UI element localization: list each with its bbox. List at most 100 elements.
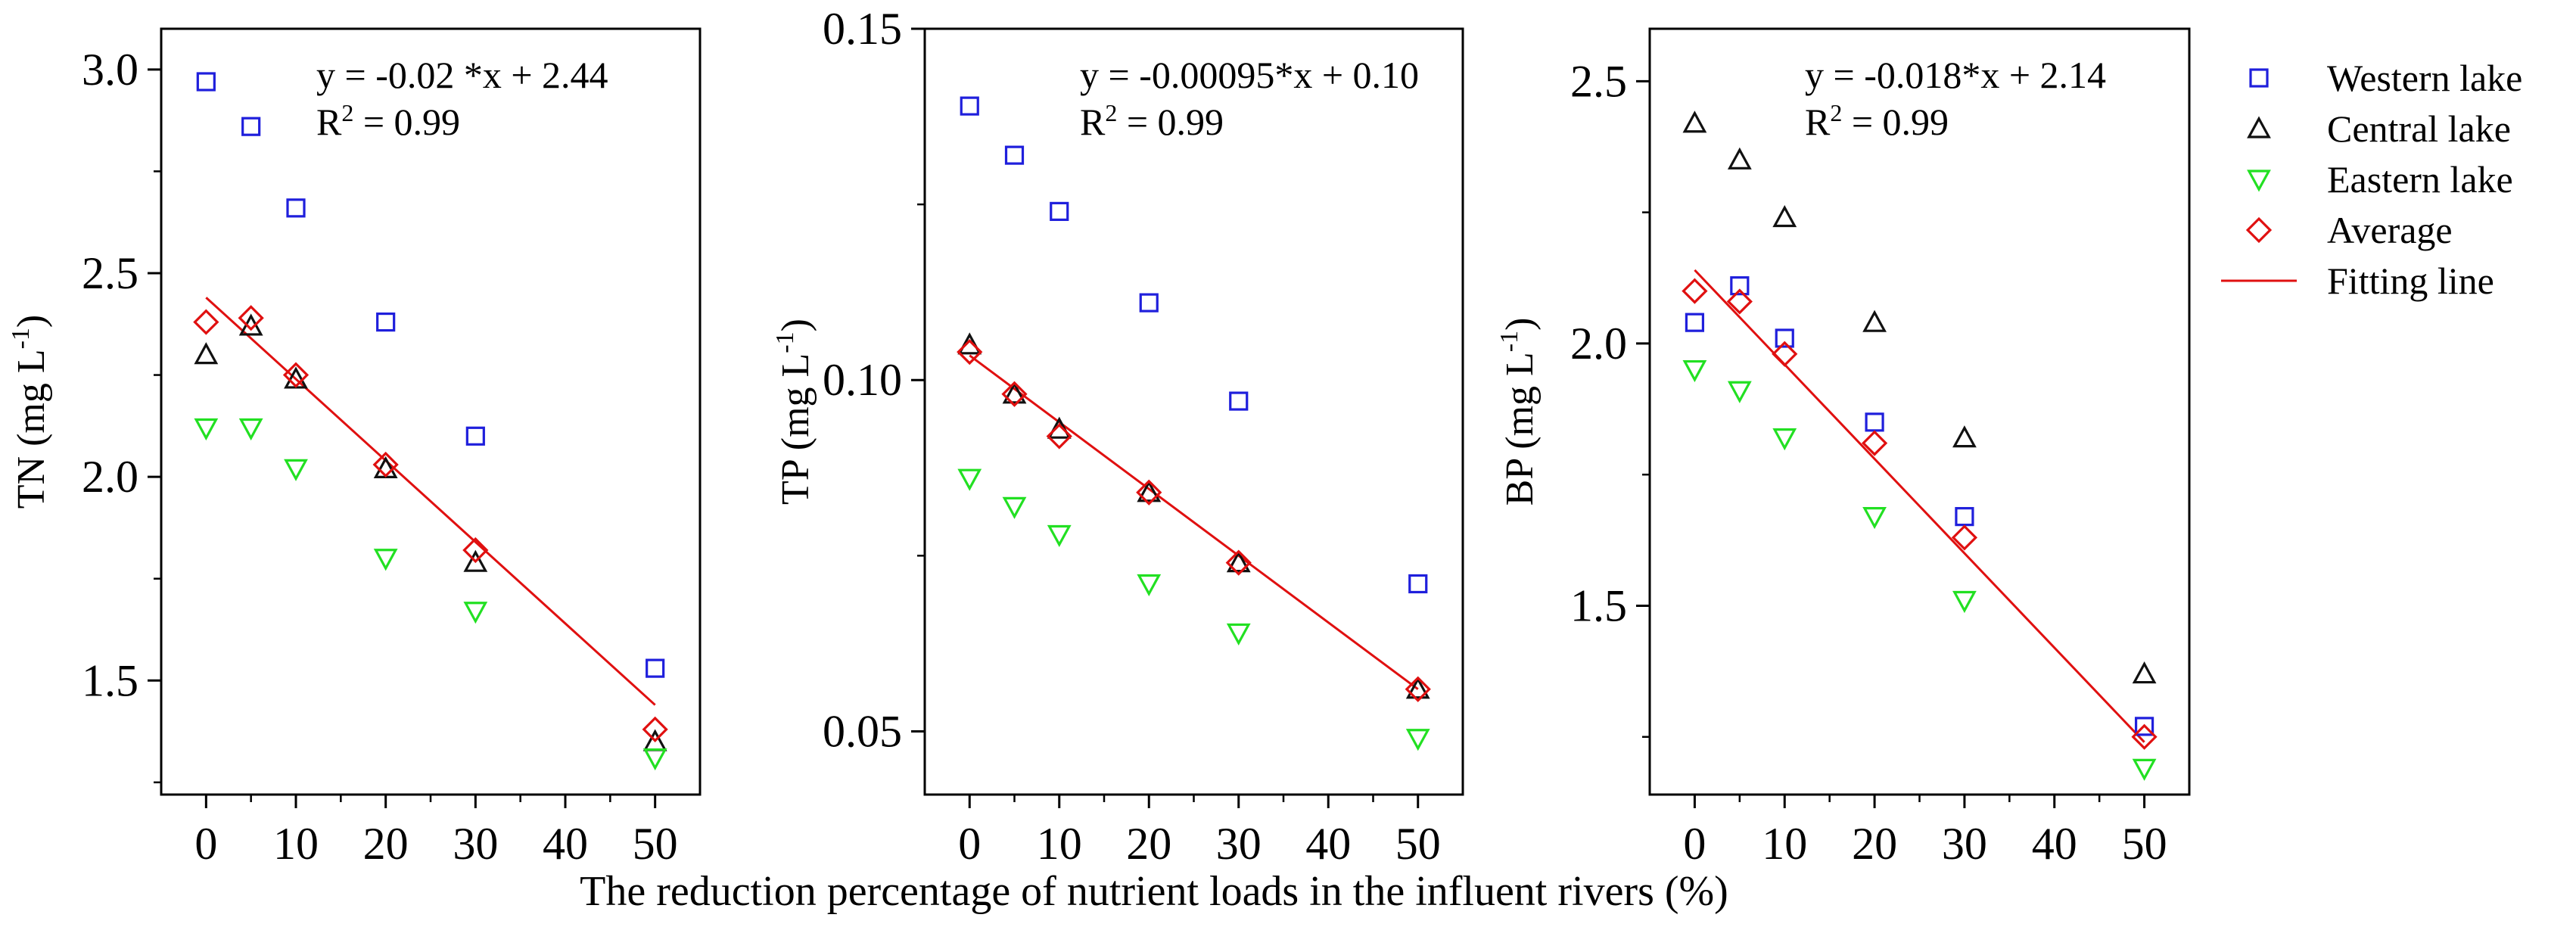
data-point-average [462, 537, 489, 564]
legend-label: Central lake [2327, 107, 2511, 150]
data-point-average [1861, 430, 1888, 456]
x-tick-label: 10 [1037, 819, 1082, 869]
shared-x-axis-label: The reduction percentage of nutrient loa… [580, 868, 1728, 915]
data-point-eastern [463, 602, 488, 624]
y-tick-label: 2.0 [82, 452, 138, 502]
data-point-western [1229, 391, 1249, 411]
data-point-central [1952, 425, 1977, 448]
data-point-eastern [957, 468, 982, 491]
r-squared-value: = 0.99 [353, 101, 460, 143]
y-axis-label-main: TP (mg L [774, 353, 817, 505]
data-point-central [463, 549, 488, 572]
data-point-western [1775, 328, 1794, 348]
fit-equation: y = -0.018*x + 2.14 [1805, 54, 2106, 96]
y-tick-label: 1.5 [1570, 580, 1627, 630]
x-tick-label: 30 [1942, 819, 1987, 869]
r-squared: R2 = 0.99 [316, 99, 460, 143]
series-western [960, 96, 1428, 594]
data-point-western [1685, 313, 1705, 332]
data-point-eastern [1862, 507, 1887, 530]
data-point-western [960, 96, 979, 116]
x-tick-label: 20 [1852, 819, 1897, 869]
r-squared-superscript: 2 [341, 99, 353, 126]
x-tick-label: 20 [363, 819, 409, 869]
r-squared-label: R [1080, 101, 1106, 143]
series-eastern [194, 418, 667, 771]
legend-item: Average [2245, 209, 2453, 251]
data-point-central [1682, 110, 1707, 133]
data-point-average [1001, 381, 1028, 407]
data-point-eastern [1405, 729, 1430, 751]
legend-label: Fitting line [2327, 260, 2494, 302]
legend-item: Eastern lake [2247, 158, 2513, 201]
y-axis-label: BP (mg L-1) [1495, 318, 1542, 506]
y-tick-label: 1.5 [82, 655, 138, 705]
chart-panel-1: 0 10 20 30 40 50 1.5 2.0 2.5 3.0 TN (mg L-1) y = -0… [7, 27, 702, 869]
data-point-average [1046, 423, 1072, 450]
data-point-central [1862, 310, 1887, 332]
x-tick-label: 10 [273, 819, 319, 869]
r-squared-value: = 0.99 [1842, 101, 1949, 143]
data-point-average [372, 451, 399, 478]
data-point-average [1726, 288, 1753, 315]
legend-item: Fitting line [2221, 260, 2494, 302]
data-point-eastern [2132, 758, 2157, 781]
legend-marker [2245, 216, 2273, 244]
legend-label: Western lake [2327, 57, 2522, 99]
data-point-western [2134, 717, 2154, 736]
data-point-western [1865, 412, 1884, 432]
data-point-eastern [1772, 428, 1797, 451]
legend-item: Western lake [2249, 57, 2522, 99]
x-tick-label: 0 [1683, 819, 1706, 869]
series-western [196, 72, 665, 678]
fitting-line [969, 354, 1419, 690]
data-point-western [286, 198, 306, 218]
data-point-average [957, 338, 983, 366]
legend-label: Average [2327, 209, 2453, 251]
data-point-eastern [1952, 590, 1977, 614]
r-squared-label: R [1805, 101, 1831, 143]
data-point-average [1682, 278, 1708, 304]
series-average [193, 305, 668, 742]
data-point-eastern [1047, 524, 1072, 548]
x-tick-label: 10 [1762, 819, 1807, 869]
data-point-average [193, 309, 219, 335]
x-tick-label: 40 [1305, 819, 1351, 869]
data-point-eastern [1002, 496, 1027, 519]
y-axis-label-superscript: -1 [771, 331, 799, 353]
data-point-eastern [194, 418, 219, 441]
series-central [1682, 110, 2157, 684]
y-tick-label: 0.05 [823, 706, 902, 756]
data-point-average [1405, 676, 1431, 702]
data-point-western [465, 426, 485, 446]
data-point-central [2132, 661, 2157, 684]
y-axis-label-end: ) [10, 315, 53, 328]
r-squared: R2 = 0.99 [1805, 99, 1949, 143]
r-squared: R2 = 0.99 [1080, 99, 1224, 143]
data-point-eastern [642, 748, 667, 771]
data-point-eastern [1137, 574, 1162, 597]
data-point-average [1225, 549, 1252, 576]
y-axis-label: TN (mg L-1) [7, 315, 53, 509]
data-point-eastern [1682, 359, 1707, 383]
data-point-average [1951, 524, 1978, 551]
x-tick-label: 50 [2122, 819, 2167, 869]
data-point-central [1772, 204, 1797, 228]
y-tick-label: 0.10 [823, 355, 902, 405]
data-point-central [1727, 147, 1752, 170]
chart-panel-2: 0 10 20 30 40 50 0.05 0.10 0.15 TP (mg L-1) y = -0… [771, 4, 1464, 869]
y-tick-label: 3.0 [82, 45, 138, 95]
y-axis-label-end: ) [774, 319, 817, 331]
y-axis-label-main: BP (mg L [1498, 352, 1542, 505]
data-point-western [1139, 293, 1159, 313]
data-point-eastern [238, 418, 263, 441]
data-point-central [1226, 550, 1251, 573]
x-tick-label: 40 [543, 819, 588, 869]
data-point-western [376, 312, 396, 332]
data-point-western [241, 117, 261, 136]
legend-marker [2247, 170, 2271, 192]
r-squared-value: = 0.99 [1117, 101, 1224, 143]
data-point-average [238, 305, 264, 331]
data-point-eastern [1226, 623, 1251, 646]
legend-item: Central lake [2247, 107, 2511, 150]
